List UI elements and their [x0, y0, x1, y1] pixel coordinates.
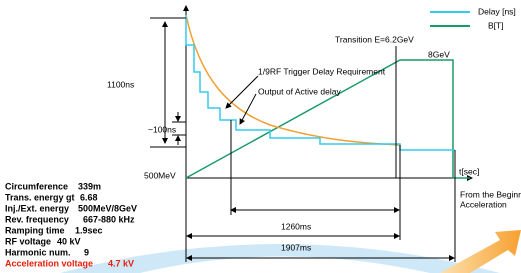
pointer: [226, 76, 258, 108]
param-value: 4.7 kV: [108, 258, 134, 268]
annotation: Acceleration: [460, 199, 507, 209]
annotation: 1907ms: [281, 242, 311, 252]
legend-label: Delay [ns]: [478, 6, 516, 16]
param-value: 667-880 kHz: [83, 214, 135, 224]
annotation: Transition E=6.2GeV: [335, 34, 414, 44]
annotation: 1100ns: [107, 79, 134, 89]
legend-label: B[T]: [488, 20, 504, 30]
param-value: 40 kV: [57, 236, 81, 246]
param-value: 1.9sec: [75, 225, 103, 235]
param-value: 9: [84, 247, 89, 257]
annotation: From the Beginning of: [460, 189, 521, 199]
b-field-curve: [186, 60, 470, 178]
param-label: Rev. frequency: [5, 214, 69, 224]
param-value: 500MeV/8GeV: [78, 203, 137, 213]
annotation: 8GeV: [428, 49, 450, 59]
diagram: Delay [ns] B[T] 1100ns ~100ns 1/9RF Trig…: [0, 0, 521, 273]
param-label: Harmonic num.: [5, 247, 71, 257]
param-label: Inj./Ext. energy: [5, 203, 69, 213]
parameter-table: Circumference 339m Trans. energy gt 6.68…: [5, 181, 137, 268]
background-arrow: [440, 230, 521, 273]
param-label: Circumference: [5, 181, 68, 191]
annotation: 500MeV: [144, 170, 176, 180]
param-label: Acceleration voltage: [5, 258, 93, 268]
annotation: 1260ms: [281, 221, 311, 231]
param-value: 6.68: [80, 192, 98, 202]
annotation: ~100ns: [148, 124, 176, 134]
annotation: t[sec]: [459, 166, 479, 176]
pointer: [240, 94, 256, 124]
param-label: Ramping time: [5, 225, 65, 235]
param-label: RF voltage: [5, 236, 51, 246]
param-label: Trans. energy gt: [5, 192, 75, 202]
annotation: Output of Active delay: [258, 86, 341, 96]
active-delay-steps: [186, 15, 455, 150]
param-value: 339m: [78, 181, 101, 191]
annotation: 1/9RF Trigger Delay Requirement: [258, 66, 386, 76]
